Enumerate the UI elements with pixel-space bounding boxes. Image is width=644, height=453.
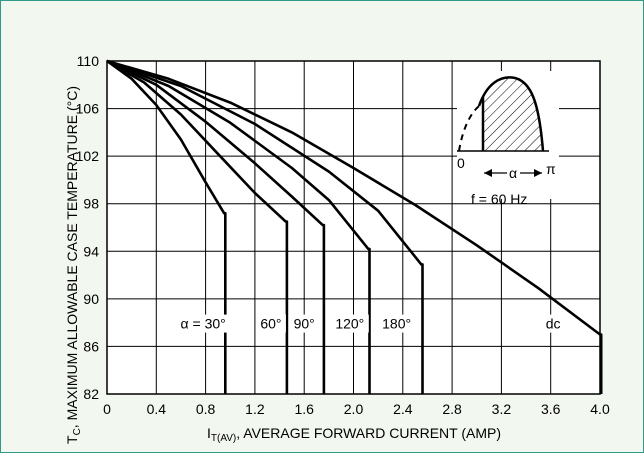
x-tick-label-1.2: 1.2 (245, 401, 265, 417)
inset-zero-label: 0 (457, 155, 465, 171)
series-label-4: 180° (382, 316, 411, 332)
series-label-2: 90° (294, 316, 315, 332)
frequency-label: f = 60 Hz (471, 191, 527, 207)
x-tick-label-2.4: 2.4 (393, 401, 413, 417)
series-label-3: 120° (335, 316, 364, 332)
inset-hatched-area (483, 77, 543, 151)
series-label-bg-1 (255, 314, 286, 333)
plot-border (106, 60, 601, 395)
series-label-0: α = 30° (181, 316, 226, 332)
y-tick-label-102: 102 (76, 148, 100, 164)
y-axis-title-rest: , MAXIMUM ALLOWABLE CASE TEMPERATURE (°C… (64, 86, 80, 428)
y-tick-label-94: 94 (83, 243, 99, 259)
series-line-2 (106, 59, 326, 394)
series-label-bg-5 (542, 314, 565, 333)
series-label-bg-3 (330, 314, 369, 333)
inset-alpha-label: α (509, 165, 517, 181)
x-tick-label-3.6: 3.6 (541, 401, 561, 417)
x-tick-label-0.4: 0.4 (147, 401, 167, 417)
y-tick-label-106: 106 (76, 101, 100, 117)
series-line-1 (106, 59, 289, 394)
y-axis-title-main: T (64, 435, 80, 444)
x-tick-label-2.8: 2.8 (442, 401, 462, 417)
y-tick-labels: 82 86 90 94 98 102 106 110 (76, 53, 100, 402)
y-tick-label-90: 90 (83, 291, 99, 307)
x-tick-label-1.6: 1.6 (294, 401, 314, 417)
x-tick-label-3.2: 3.2 (492, 401, 512, 417)
x-tick-labels: 0 0.4 0.8 1.2 1.6 2.0 2.4 2.8 3.2 3.6 4.0 (103, 401, 610, 417)
inset-waveform (477, 76, 545, 152)
x-axis-title-main: I (207, 425, 211, 441)
y-tick-label-98: 98 (83, 196, 99, 212)
series-label-bg-0 (172, 314, 235, 333)
x-axis-title-rest: , AVERAGE FORWARD CURRENT (AMP) (236, 425, 501, 441)
x-tick-label-4.0: 4.0 (590, 401, 610, 417)
x-tick-label-2.0: 2.0 (344, 401, 364, 417)
x-axis-title: IT(AV), AVERAGE FORWARD CURRENT (AMP) (207, 425, 501, 444)
series-line-0 (106, 59, 227, 394)
x-axis-title-subscript: T(AV) (211, 433, 236, 444)
series-line-4 (106, 59, 424, 394)
series-label-bg-4 (377, 314, 416, 333)
x-tick-label-0.8: 0.8 (196, 401, 216, 417)
inset-pi-label: π (546, 161, 556, 177)
y-tick-label-110: 110 (77, 53, 100, 69)
y-axis-title-subscript: C (72, 428, 83, 435)
inset-alpha-arrowhead-right (534, 169, 542, 177)
series-line-3 (106, 59, 371, 394)
series-labels: α = 30° 60° 90° 120° 180° dc (172, 314, 565, 333)
y-axis-title: TC, MAXIMUM ALLOWABLE CASE TEMPERATURE (… (64, 86, 83, 444)
series-label-bg-2 (289, 314, 320, 333)
y-tick-label-82: 82 (83, 386, 99, 402)
series-label-5: dc (546, 316, 561, 332)
series-label-1: 60° (260, 316, 281, 332)
waveform-inset: 0 π α f = 60 Hz (457, 71, 559, 207)
inset-dashed-lead (458, 105, 480, 152)
y-tick-label-86: 86 (83, 338, 99, 354)
inset-alpha-arrowhead-left (484, 169, 492, 177)
x-tick-label-0: 0 (103, 401, 111, 417)
